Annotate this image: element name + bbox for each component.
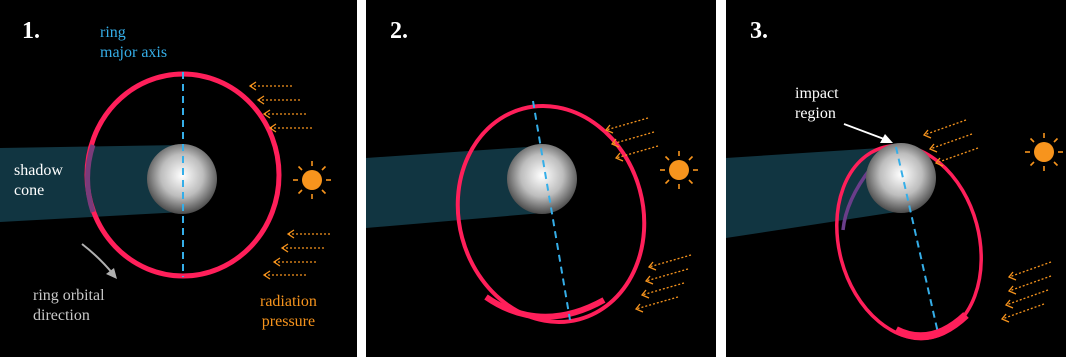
ring-orbital-direction-label: ring orbital direction [33,287,105,324]
radiation-arrow-icon [647,254,692,271]
radiation-arrow-icon [1000,303,1045,323]
sun-icon [660,151,698,189]
planet [507,144,577,214]
orbital-direction-arrow-icon [81,243,117,279]
impact-pointer-arrow-icon [843,123,893,143]
radiation-arrows [248,81,330,280]
panel-number: 2. [390,18,408,44]
radiation-arrow-icon [262,270,306,280]
radiation-arrow-icon [268,123,312,133]
radiation-arrow-icon [934,147,979,167]
radiation-arrow-icon [922,119,967,139]
ring-major-axis [895,146,939,334]
radiation-arrows [922,119,1052,323]
radiation-arrow-icon [1007,261,1052,281]
panel-number: 3. [750,18,768,44]
shadow-cone [366,146,542,228]
ring-shadowed-segment [85,144,96,213]
shadow-cone-label: shadow cone [14,162,63,199]
radiation-arrow-icon [248,81,292,91]
radiation-arrow-icon [1007,275,1052,295]
sun-icon [1025,133,1063,171]
panel-number: 1. [22,18,40,44]
panel-2-diagram [366,100,698,324]
planet [147,144,217,214]
radiation-pressure-label: radiation pressure [260,293,317,330]
radiation-arrow-icon [280,243,324,253]
panel-3: 3. impact region [726,0,1066,357]
ring-major-axis [532,100,571,321]
radiation-arrow-icon [286,229,330,239]
radiation-arrow-icon [610,131,655,148]
impact-region-label: impact region [795,85,839,122]
radiation-arrow-icon [256,95,300,105]
panel-3-diagram [726,119,1063,341]
radiation-arrow-icon [644,268,689,285]
radiation-arrow-icon [262,109,306,119]
radiation-arrow-icon [1004,289,1049,309]
sun-icon [293,161,331,199]
panel-1: 1. ring major axis shadow cone ring orbi… [0,0,357,357]
radiation-arrow-icon [604,117,649,134]
panel-1-diagram [0,71,331,280]
ring-lower-thick-band [894,312,969,341]
planet [866,143,936,213]
ring-lower-thick-band [484,294,606,320]
ring [455,104,647,324]
radiation-arrow-icon [640,282,685,299]
radiation-arrow-icon [614,145,659,162]
radiation-arrow-icon [272,257,316,267]
ring-major-axis-label: ring major axis [100,24,168,61]
shadow-cone [0,145,183,222]
radiation-arrow-icon [928,133,973,153]
panel-2: 2. [366,0,716,357]
radiation-arrow-icon [634,296,679,313]
radiation-arrows [604,117,692,313]
